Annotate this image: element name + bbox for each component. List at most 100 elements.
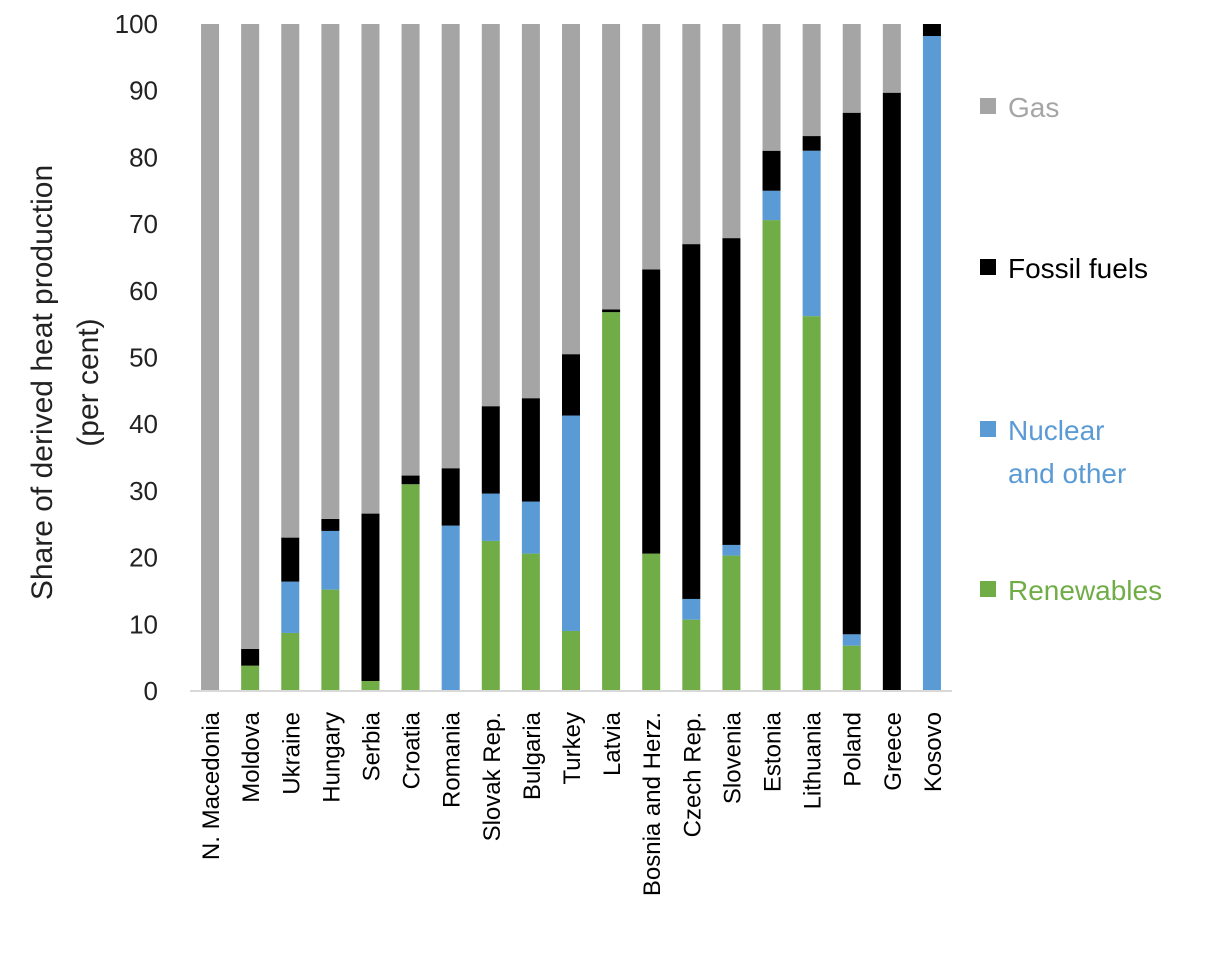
bar-segment bbox=[401, 484, 420, 691]
bar-segment bbox=[722, 544, 741, 556]
y-tick-label: 90 bbox=[129, 76, 158, 106]
bar-segment bbox=[321, 24, 340, 519]
x-tick-label: Serbia bbox=[358, 711, 385, 781]
bar-segment bbox=[321, 518, 340, 531]
bar-segment bbox=[762, 150, 781, 191]
bar-segment bbox=[281, 581, 300, 633]
bar-segment bbox=[562, 24, 580, 355]
bar-segment bbox=[321, 589, 340, 691]
y-tick-label: 40 bbox=[129, 409, 158, 439]
legend-swatch bbox=[980, 581, 996, 597]
bar-segment bbox=[481, 24, 500, 407]
legend-swatch bbox=[980, 421, 996, 437]
bar-segment bbox=[521, 553, 540, 691]
bar-segment bbox=[241, 24, 260, 649]
bar-segment bbox=[201, 24, 220, 691]
legend-label: Nuclear bbox=[1008, 415, 1104, 446]
x-tick-label: Czech Rep. bbox=[679, 712, 706, 837]
bar-segment bbox=[802, 316, 821, 691]
bar-segment bbox=[441, 24, 460, 469]
bar-segment bbox=[562, 354, 580, 416]
bar-segment bbox=[882, 24, 901, 93]
y-tick-label: 30 bbox=[129, 476, 158, 506]
bar-segment bbox=[361, 513, 380, 681]
bar-segment bbox=[642, 269, 661, 554]
y-tick-label: 0 bbox=[144, 676, 158, 706]
bar-segment bbox=[321, 530, 340, 590]
bar-segment bbox=[562, 415, 580, 631]
x-tick-label: Slovenia bbox=[719, 711, 746, 804]
bar-segment bbox=[842, 24, 861, 113]
bar-segment bbox=[922, 24, 941, 37]
bar-segment bbox=[521, 398, 540, 502]
x-tick-label: Greece bbox=[880, 712, 907, 791]
legend-label: Fossil fuels bbox=[1008, 253, 1148, 284]
bar-segment bbox=[802, 24, 821, 137]
bar-segment bbox=[762, 190, 781, 221]
x-tick-label: Ukraine bbox=[278, 712, 305, 795]
x-tick-label: Bosnia and Herz. bbox=[639, 712, 666, 896]
x-tick-label: Poland bbox=[840, 712, 867, 787]
y-tick-label: 80 bbox=[129, 142, 158, 172]
legend-swatch bbox=[980, 98, 996, 114]
bar-segment bbox=[722, 555, 741, 691]
x-tick-label: Turkey bbox=[559, 712, 586, 784]
x-tick-label: Kosovo bbox=[920, 712, 947, 792]
x-tick-label: Latvia bbox=[599, 711, 626, 776]
bar-segment bbox=[481, 540, 500, 691]
bar-segment bbox=[762, 24, 781, 151]
bar-segment bbox=[241, 648, 260, 666]
bar-segment bbox=[762, 220, 781, 691]
x-tick-label: Romania bbox=[439, 711, 466, 808]
legend-swatch bbox=[980, 259, 996, 275]
bar-segment bbox=[361, 24, 380, 514]
bar-segment bbox=[842, 634, 861, 646]
legend-label: Gas bbox=[1008, 92, 1059, 123]
bar-segment bbox=[882, 92, 901, 692]
bar-segment bbox=[842, 645, 861, 691]
x-tick-label: Lithuania bbox=[800, 711, 827, 809]
bar-segment bbox=[241, 665, 260, 691]
x-tick-label: Bulgaria bbox=[519, 711, 546, 800]
x-tick-label: Moldova bbox=[238, 711, 265, 802]
y-axis-title: (per cent) bbox=[72, 318, 105, 446]
bar-segment bbox=[441, 468, 460, 526]
bar-segment bbox=[722, 238, 741, 545]
y-axis-title: Share of derived heat production bbox=[26, 165, 59, 600]
bar-segment bbox=[481, 406, 500, 494]
x-tick-label: Estonia bbox=[760, 711, 787, 792]
y-tick-label: 100 bbox=[115, 9, 158, 39]
bar-segment bbox=[602, 309, 621, 313]
bar-segment bbox=[682, 244, 701, 599]
bar-segment bbox=[401, 24, 420, 476]
plot-area: 0 10 20 30 40 50 60 70 80 90 100 Share of derived h… bbox=[26, 9, 1162, 896]
y-tick-label: 10 bbox=[129, 609, 158, 639]
bar-segment bbox=[802, 150, 821, 317]
bar-segment bbox=[842, 112, 861, 635]
bar-segment bbox=[922, 36, 941, 692]
bar-segment bbox=[722, 24, 741, 239]
bar-segment bbox=[682, 598, 701, 620]
y-tick-label: 50 bbox=[129, 343, 158, 373]
bar-segment bbox=[441, 525, 460, 691]
bar-segment bbox=[281, 632, 300, 691]
bar-segment bbox=[802, 136, 821, 151]
x-tick-label: Croatia bbox=[399, 711, 426, 789]
bar-segment bbox=[281, 537, 300, 582]
bar-segment bbox=[521, 24, 540, 399]
bar-segment bbox=[521, 501, 540, 554]
bar-segment bbox=[481, 493, 500, 541]
bar-segment bbox=[602, 312, 621, 691]
bar-segment bbox=[401, 475, 420, 485]
x-tick-label: N. Macedonia bbox=[198, 711, 225, 860]
legend-label: Renewables bbox=[1008, 575, 1162, 606]
bar-segment bbox=[642, 24, 661, 270]
bar-segment bbox=[682, 24, 701, 245]
bar-segment bbox=[281, 24, 300, 538]
bar-segment bbox=[602, 24, 621, 310]
y-tick-label: 70 bbox=[129, 209, 158, 239]
legend-label: and other bbox=[1008, 458, 1126, 489]
x-tick-label: Hungary bbox=[318, 712, 345, 803]
